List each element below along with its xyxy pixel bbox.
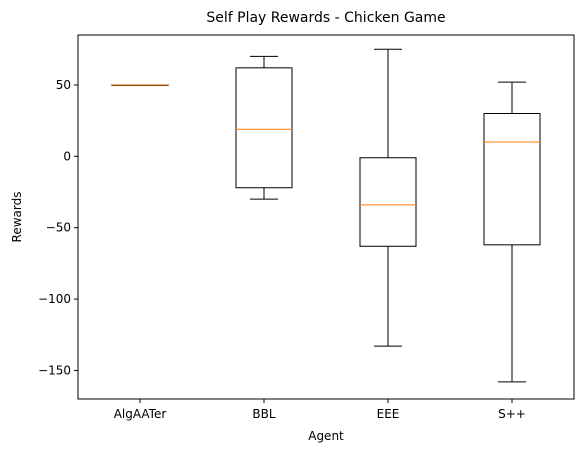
box-s- [483,81,541,383]
x-axis: AlgAATer BBL EEE S++ [114,399,526,421]
y-axis-label: Rewards [10,192,24,243]
chart-title: Self Play Rewards - Chicken Game [206,10,445,26]
axes-frame [77,34,575,400]
x-tick-label: S++ [498,407,526,421]
y-tick-label: 0 [63,149,71,163]
y-axis: 50 0 −50 −100 −150 [38,78,78,377]
x-tick-label: BBL [252,407,275,421]
x-axis-label: Agent [308,429,344,443]
box-algaater [111,84,169,86]
box-bbl [235,55,293,200]
y-tick-label: −100 [38,292,71,306]
iqr-box [235,67,293,189]
y-tick-label: 50 [56,78,71,92]
y-tick-label: −50 [46,221,71,235]
box-eee [359,48,417,347]
y-tick-label: −150 [38,363,71,377]
iqr-box [359,157,417,247]
plot-area [111,48,541,383]
x-tick-label: EEE [377,407,400,421]
iqr-box [483,113,541,246]
x-tick-label: AlgAATer [114,407,167,421]
